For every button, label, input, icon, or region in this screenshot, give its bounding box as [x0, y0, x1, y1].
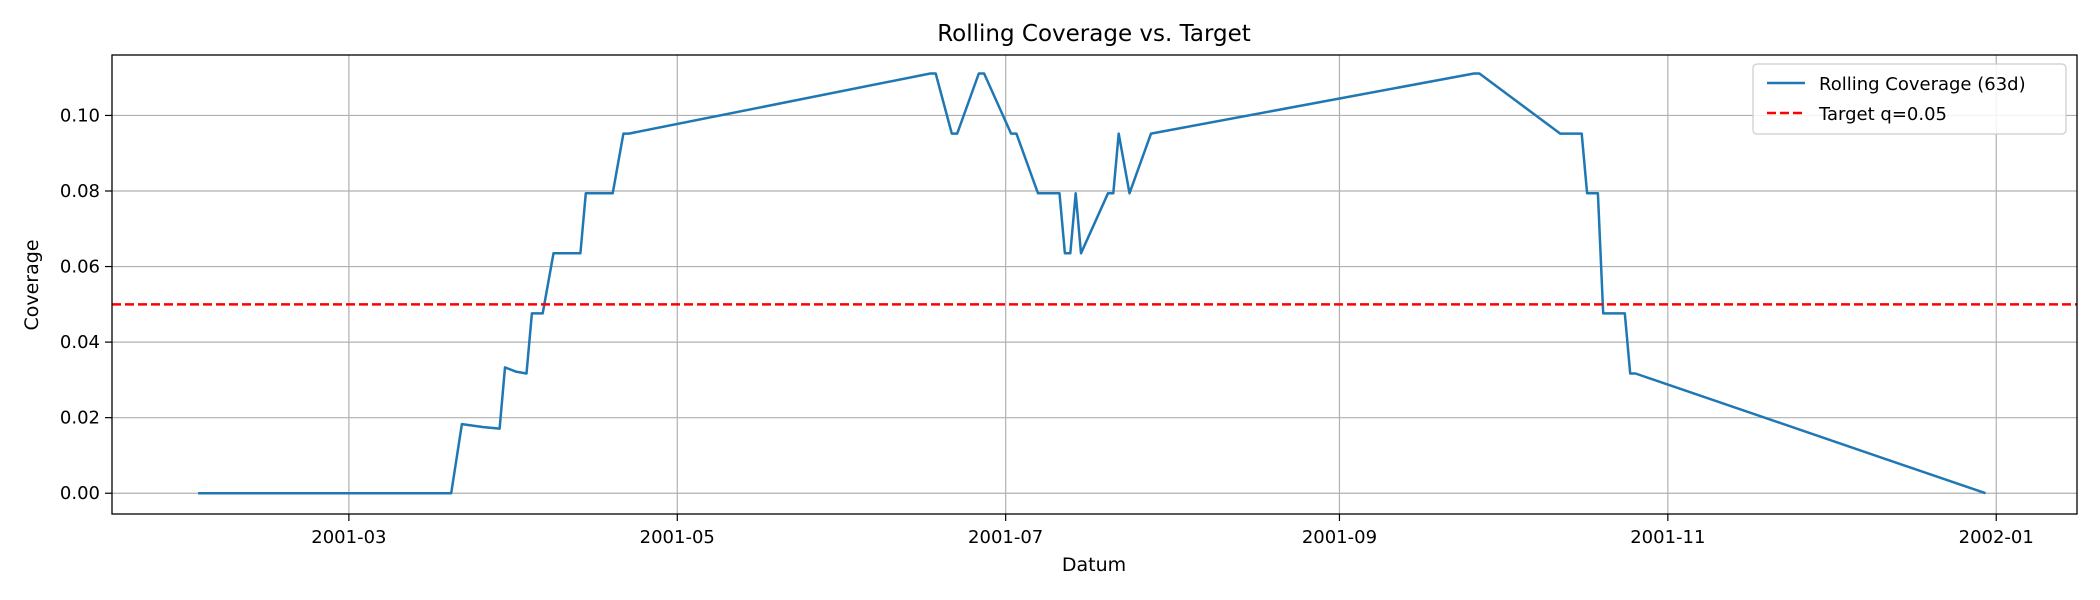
- plot-background: [112, 55, 2077, 514]
- y-tick-label: 0.06: [60, 257, 100, 278]
- plot-frame: [111, 54, 2078, 515]
- x-tick-label: 2001-07: [968, 527, 1043, 548]
- legend-label-target: Target q=0.05: [1818, 104, 1947, 125]
- chart-title: Rolling Coverage vs. Target: [937, 21, 1251, 47]
- series-layer: [112, 72, 2077, 495]
- y-tick-label: 0.02: [60, 408, 100, 429]
- coverage-line: [198, 72, 1986, 495]
- y-tick-label: 0.04: [60, 332, 100, 353]
- x-tick-label: 2001-11: [1630, 527, 1705, 548]
- ticks: 2001-03 2001-05 2001-07 2001-09 2001-11 2002-…: [60, 105, 2034, 548]
- y-tick-label: 0.10: [60, 105, 100, 126]
- grid: [112, 55, 2077, 514]
- x-tick-label: 2001-05: [640, 527, 715, 548]
- legend-box: [1752, 63, 2067, 135]
- y-axis-label: Coverage: [21, 239, 43, 330]
- x-tick-label: 2002-01: [1959, 527, 2034, 548]
- legend: Rolling Coverage (63d) Target q=0.05: [1752, 63, 2067, 135]
- y-tick-label: 0.00: [60, 483, 100, 504]
- x-tick-label: 2001-03: [311, 527, 386, 548]
- x-tick-label: 2001-09: [1302, 527, 1377, 548]
- x-axis-label: Datum: [1062, 554, 1126, 576]
- y-tick-label: 0.08: [60, 181, 100, 202]
- legend-label-coverage: Rolling Coverage (63d): [1819, 74, 2026, 95]
